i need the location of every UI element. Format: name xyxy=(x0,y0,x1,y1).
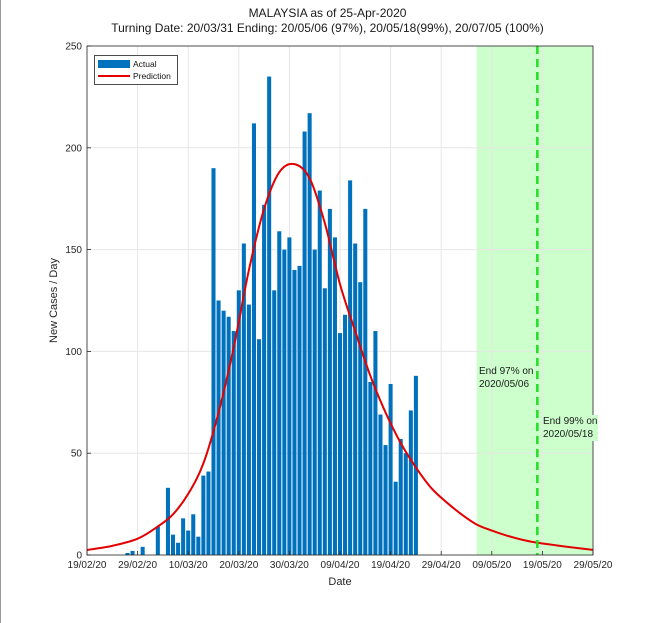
bar xyxy=(322,288,327,555)
y-tick-label: 100 xyxy=(65,347,82,358)
bar xyxy=(373,331,378,555)
legend-swatch-prediction xyxy=(98,75,130,77)
bar xyxy=(363,208,368,555)
ending-shaded-region xyxy=(476,46,593,555)
legend: Actual Prediction xyxy=(94,55,178,85)
bar xyxy=(181,518,186,555)
x-tick-label: 09/04/20 xyxy=(321,560,360,571)
bar xyxy=(317,190,322,555)
x-tick-label: 30/03/20 xyxy=(270,560,309,571)
chart-title: MALAYSIA as of 25-Apr-2020 xyxy=(248,6,407,20)
bar xyxy=(292,269,297,555)
x-tick-label: 19/02/20 xyxy=(68,560,107,571)
bar xyxy=(170,534,176,555)
bar xyxy=(231,331,236,555)
x-tick-label: 29/05/20 xyxy=(574,560,613,571)
bar xyxy=(332,237,337,555)
bar xyxy=(130,550,135,555)
x-tick-label: 19/05/20 xyxy=(523,560,562,571)
bar xyxy=(348,180,353,555)
bar xyxy=(211,168,216,555)
legend-item-actual: Actual xyxy=(98,58,157,70)
bar xyxy=(307,113,312,556)
bar xyxy=(140,546,145,555)
bar xyxy=(241,243,246,555)
bar xyxy=(257,339,262,555)
bar xyxy=(413,375,418,555)
bar xyxy=(297,265,302,555)
bar xyxy=(216,300,221,555)
annotation-end-97-line2: 2020/05/06 xyxy=(479,379,530,390)
bar xyxy=(312,249,317,555)
bar xyxy=(408,410,413,555)
bar xyxy=(368,381,373,555)
legend-item-prediction: Prediction xyxy=(98,70,171,82)
x-tick-label: 09/05/20 xyxy=(472,560,511,571)
y-tick-label: 200 xyxy=(65,143,82,154)
y-tick-label: 50 xyxy=(71,449,83,460)
bar xyxy=(246,304,251,555)
bar xyxy=(186,530,191,555)
x-tick-label: 19/04/20 xyxy=(371,560,410,571)
annotation-end-97-line1: End 97% on xyxy=(479,366,534,377)
bar xyxy=(277,231,282,555)
bar xyxy=(125,552,130,555)
legend-label-actual: Actual xyxy=(133,59,157,69)
y-tick-label: 150 xyxy=(65,245,82,256)
annotation-end-97: End 97% on 2020/05/06 xyxy=(479,365,534,391)
bar xyxy=(201,475,206,555)
annotation-end-99-line2: 2020/05/18 xyxy=(543,429,594,440)
bar xyxy=(383,445,388,555)
window-left-edge xyxy=(0,0,1,623)
annotation-end-99-line1: End 99% on xyxy=(543,416,598,427)
bar xyxy=(358,282,363,555)
bar xyxy=(378,414,383,555)
y-tick-label: 250 xyxy=(65,42,82,53)
bar xyxy=(251,123,257,556)
bar xyxy=(165,487,170,555)
x-tick-label: 10/03/20 xyxy=(169,560,208,571)
bar xyxy=(206,471,211,555)
bar xyxy=(287,237,292,555)
y-axis-label: New Cases / Day xyxy=(48,258,60,343)
bar xyxy=(191,514,196,555)
bar xyxy=(337,333,343,555)
bar xyxy=(327,208,332,555)
bar xyxy=(236,290,241,555)
chart-subtitle: Turning Date: 20/03/31 Ending: 20/05/06 … xyxy=(111,21,544,35)
bar xyxy=(302,131,307,555)
bar xyxy=(176,542,181,555)
annotation-end-99: End 99% on 2020/05/18 xyxy=(543,415,598,441)
bar xyxy=(196,536,201,555)
legend-label-prediction: Prediction xyxy=(133,71,171,81)
bar xyxy=(353,243,358,555)
bar xyxy=(403,453,408,555)
x-tick-label: 29/04/20 xyxy=(422,560,461,571)
bar xyxy=(282,249,287,555)
bar xyxy=(226,316,231,555)
bar xyxy=(267,76,272,555)
bar xyxy=(388,383,393,555)
legend-swatch-actual xyxy=(98,60,130,68)
bar xyxy=(272,290,277,555)
bar xyxy=(221,310,226,555)
bar xyxy=(343,314,348,555)
prediction-line xyxy=(86,162,594,551)
bar xyxy=(262,204,267,556)
bar xyxy=(393,481,398,555)
bar xyxy=(398,438,403,555)
y-tick-label: 0 xyxy=(76,551,82,562)
x-axis-label: Date xyxy=(328,576,351,588)
x-tick-label: 29/02/20 xyxy=(118,560,157,571)
bar xyxy=(155,526,160,555)
x-tick-label: 20/03/20 xyxy=(219,560,258,571)
